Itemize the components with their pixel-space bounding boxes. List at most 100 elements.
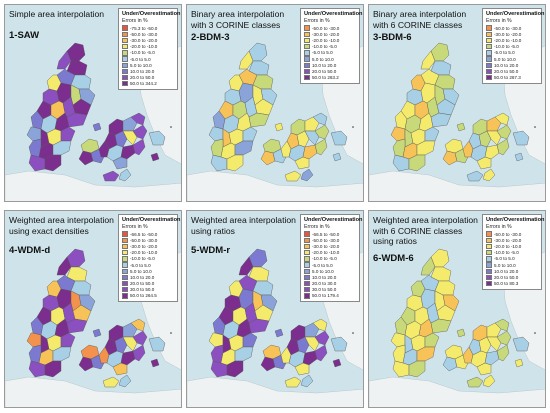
municipality-region [478,130,492,148]
legend-entry: 50.0 to 264.5 [122,293,175,299]
legend-swatch [486,268,492,274]
legend: Under/Overestimation Errors in % -50.0 to … [482,214,544,290]
legend-swatch [122,249,128,256]
municipality-region [482,374,496,388]
inset-marker [170,332,172,334]
panel-title: Binary area interpolation with 6 CORINE … [373,9,467,30]
legend-title: Under/Overestimation [486,11,545,17]
legend-swatch [304,74,310,81]
legend-label: -30.0 to -20.0 [130,243,158,249]
legend-swatch [122,262,128,268]
municipality-region [274,122,284,132]
municipality-region [60,126,76,142]
municipality-region [304,116,320,132]
legend-swatch [122,68,128,75]
legend-label: 50.0 to 263.2 [312,75,339,81]
legend-label: -20.0 to -10.0 [312,37,340,43]
legend-entry: 10.0 to 20.0 [304,62,357,68]
legend-swatch [304,287,310,293]
municipality-region [456,328,466,338]
municipality-region [112,362,128,376]
legend-swatch [122,43,128,50]
legend-entry: 10.0 to 20.0 [486,268,539,274]
legend-swatch [122,62,128,68]
legend-swatch [122,237,128,243]
municipality-region [132,138,146,156]
municipality-region [456,122,466,132]
municipality-region [296,130,310,148]
legend-label: 5.0 to 10.0 [312,56,334,62]
legend-title: Under/Overestimation [122,11,181,17]
legend-entry: -5.0 to 5.0 [486,50,539,56]
municipality-region [442,88,460,106]
legend-label: -10.0 to -5.0 [494,250,519,256]
legend-swatch [122,287,128,293]
municipality-region [78,356,94,372]
municipality-region [56,50,72,70]
municipality-region [132,344,146,362]
municipality-region [102,170,120,182]
municipality-region [494,112,510,126]
map-panel: Weighted area interpolation using ratios… [186,210,364,408]
legend-swatch [486,74,492,81]
legend-label: 10.0 to 20.0 [312,274,337,280]
municipality-region [78,88,96,106]
municipality-region [28,138,42,158]
legend-label: 20.0 to 50.0 [494,274,519,280]
municipality-region [122,116,138,132]
municipality-region [462,140,474,158]
legend-subtitle: Errors in % [486,17,512,24]
municipality-region [114,336,128,354]
legend: Under/Overestimation Errors in % -50.0 to … [300,8,362,84]
method-code: 2-BDM-3 [191,32,230,43]
municipality-region [44,360,62,378]
legend-label: -5.0 to 5.0 [312,50,333,56]
legend-label: 20.0 to 50.0 [130,281,155,287]
municipality-region [442,356,458,372]
legend-entry: 5.0 to 10.0 [486,56,539,62]
municipality-region [254,98,274,116]
municipality-region [496,330,512,346]
panel-title: Weighted area interpolation with 6 CORIN… [373,215,478,246]
municipality-region [294,362,310,376]
legend-label: 5.0 to 10.0 [494,262,516,268]
municipality-region [312,318,328,332]
map-panel: Weighted area interpolation with 6 CORIN… [368,210,546,408]
municipality-region [486,336,502,352]
municipality-region [496,124,512,140]
legend-swatch [304,243,310,250]
panel-title: Weighted area interpolation using ratios [191,215,296,236]
municipality-region [92,328,102,338]
municipality-region [130,112,146,126]
legend-entry: -50.0 to -30.0 [304,237,357,243]
municipality-region [72,98,92,116]
legend-entry: 10.0 to 20.0 [486,62,539,68]
municipality-region [28,344,42,364]
legend-label: -30.0 to -20.0 [494,237,522,243]
legend-label: -66.5 to -50.0 [130,231,158,237]
municipality-region [238,256,254,276]
legend-label: 5.0 to 10.0 [312,268,334,274]
legend-swatch [304,68,310,75]
legend-entry: -50.0 to -30.0 [486,25,539,31]
municipality-region [314,138,328,156]
municipality-region [280,346,292,364]
legend-entry: -50.0 to -30.0 [304,25,357,31]
legend: Under/Overestimation Errors in % -75.3 to … [118,8,181,90]
legend-label: 10.0 to 20.0 [494,268,519,274]
municipality-region [78,294,96,312]
panel-title: Weighted area interpolation using exact … [9,215,114,236]
municipality-region [300,374,314,388]
legend-swatch [304,280,310,287]
municipality-region [302,144,318,160]
legend-label: 10.0 to 20.0 [130,274,155,280]
legend-swatch [304,256,310,262]
legend: Under/Overestimation Errors in % -66.5 to … [300,214,362,303]
legend-swatch [486,280,492,287]
legend-swatch [122,56,128,62]
municipality-region [484,350,500,366]
municipality-region [478,336,492,354]
legend-entry: -30.0 to -20.0 [304,243,357,250]
legend-label: -30.0 to -20.0 [130,37,158,43]
municipality-region [332,152,342,162]
